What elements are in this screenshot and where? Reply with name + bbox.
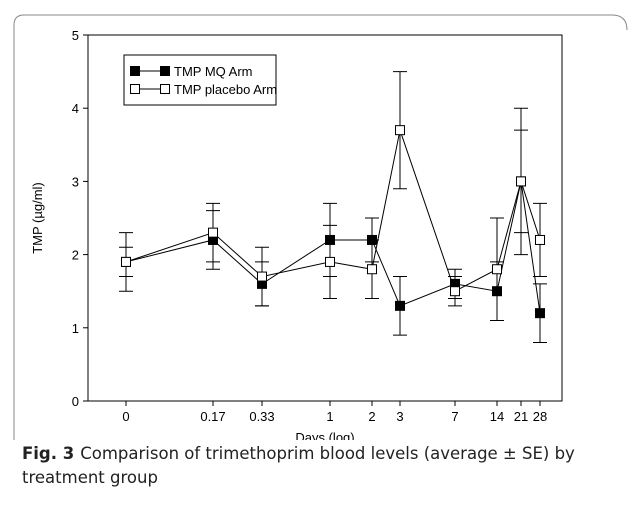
x-tick-label: 2: [368, 409, 375, 424]
y-tick-label: 0: [72, 394, 79, 409]
data-point: [121, 256, 131, 267]
y-tick-label: 2: [72, 248, 79, 263]
x-tick-label: 14: [490, 409, 504, 424]
plot-area: [87, 34, 563, 402]
data-point: [516, 176, 526, 187]
y-axis-label: TMP (µg/ml): [30, 182, 45, 254]
data-point: [367, 264, 377, 275]
data-point: [492, 286, 502, 297]
x-tick-label: 0.33: [249, 409, 274, 424]
data-point: [395, 125, 405, 136]
x-tick-label: 0.17: [200, 409, 225, 424]
data-point: [257, 271, 267, 282]
chart: Days (log) TMP (µg/ml) 0 1 2 3 4 5 0 0.17 0.33 1 2…: [13, 14, 628, 440]
caption: Fig. 3 Comparison of trimethoprim blood l…: [22, 442, 612, 490]
data-point: [395, 300, 405, 311]
frame: [13, 14, 628, 440]
legend-marker: [130, 84, 140, 94]
x-tick-label: 7: [451, 409, 458, 424]
data-point: [535, 308, 545, 319]
x-tick-label: 1: [326, 409, 333, 424]
y-tick-label: 4: [72, 101, 79, 116]
series-line: [125, 181, 541, 314]
legend-label: TMP MQ Arm: [174, 64, 252, 79]
legend-marker: [160, 84, 170, 94]
y-tick-label: 5: [72, 28, 79, 43]
x-tick-label: 21: [514, 409, 528, 424]
legend-marker: [160, 66, 170, 76]
data-point: [367, 234, 377, 245]
x-axis-label: Days (log): [295, 430, 354, 440]
x-tick-label: 0: [122, 409, 129, 424]
y-tick-label: 1: [72, 321, 79, 336]
data-point: [325, 256, 335, 267]
legend-label: TMP placebo Arm: [174, 82, 277, 97]
legend: [123, 54, 277, 106]
data-point: [208, 227, 218, 238]
legend-marker: [130, 66, 140, 76]
data-point: [450, 286, 460, 297]
x-tick-label: 3: [396, 409, 403, 424]
x-tick-label: 28: [533, 409, 547, 424]
series-line: [125, 128, 541, 292]
data-point: [325, 234, 335, 245]
figure-label: Fig. 3: [22, 444, 75, 463]
y-tick-label: 3: [72, 174, 79, 189]
data-point: [535, 234, 545, 245]
caption-text: Comparison of trimethoprim blood levels …: [22, 444, 575, 487]
data-point: [492, 264, 502, 275]
